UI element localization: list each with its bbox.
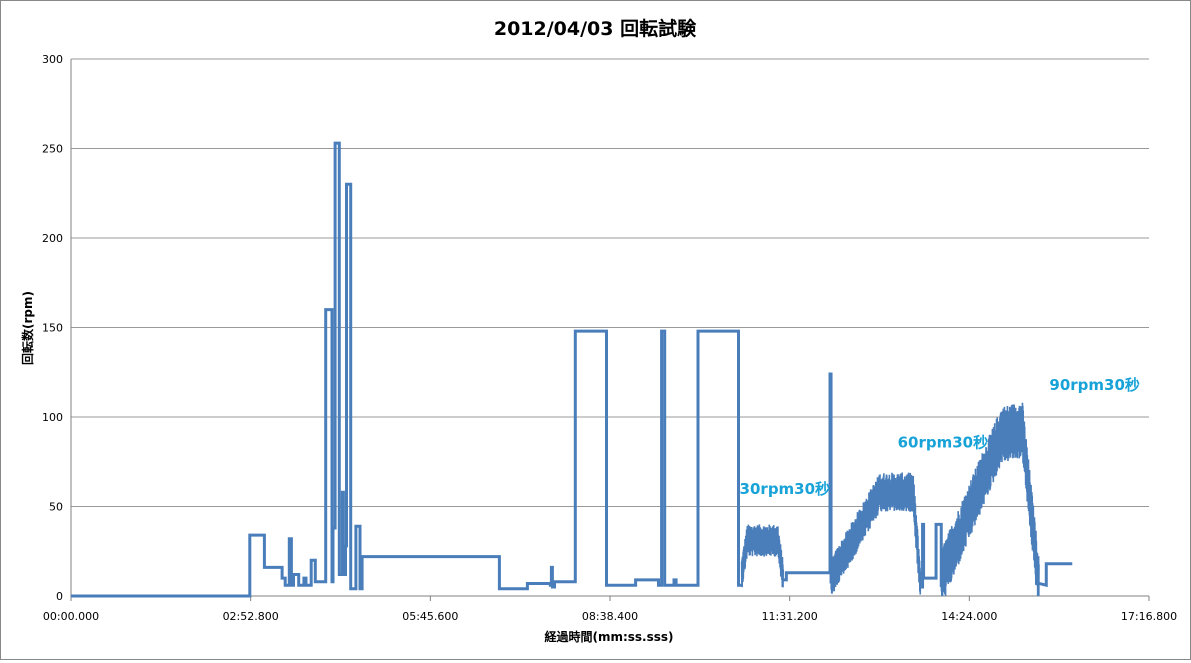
y-tick-label: 0 — [56, 590, 63, 603]
annotation-label: 90rpm30秒 — [1049, 376, 1140, 394]
y-axis-title: 回転数(rpm) — [20, 291, 35, 365]
annotation-label: 60rpm30秒 — [898, 433, 989, 451]
y-tick-label: 50 — [49, 501, 63, 514]
x-axis-title: 経過時間(mm:ss.sss) — [544, 629, 673, 644]
x-tick-label: 17:16.800 — [1121, 610, 1177, 623]
rpm-series-line-gap — [920, 522, 943, 589]
y-tick-label: 300 — [42, 53, 63, 66]
x-tick-label: 11:31.200 — [762, 610, 818, 623]
y-tick-label: 250 — [42, 143, 63, 156]
y-tick-label: 150 — [42, 322, 63, 335]
tick-labels: 0 50 100 150 200 250 300 00:00.000 02:52.800 05:4… — [42, 53, 1177, 623]
x-tick-label: 08:38.400 — [582, 610, 638, 623]
y-tick-label: 100 — [42, 411, 63, 424]
annotations: 30rpm30秒 60rpm30秒 90rpm30秒 — [740, 376, 1140, 498]
rpm-series-line-mid — [783, 372, 833, 584]
x-tick-label: 02:52.800 — [223, 610, 279, 623]
rpm-oscillation-30 — [740, 524, 785, 588]
y-tick-label: 200 — [42, 232, 63, 245]
rpm-oscillation-60 — [830, 472, 922, 595]
x-tick-label: 05:45.600 — [402, 610, 458, 623]
annotation-label: 30rpm30秒 — [740, 480, 831, 498]
x-tick-label: 00:00.000 — [43, 610, 99, 623]
rpm-series-line-end — [1038, 562, 1073, 588]
rpm-oscillation-90 — [940, 402, 1040, 597]
series-layer — [71, 141, 1073, 598]
chart-title: 2012/04/03 回転試験 — [494, 17, 697, 40]
axes — [70, 59, 1150, 601]
rpm-series-line — [71, 141, 743, 598]
x-tick-label: 14:24.000 — [941, 610, 997, 623]
